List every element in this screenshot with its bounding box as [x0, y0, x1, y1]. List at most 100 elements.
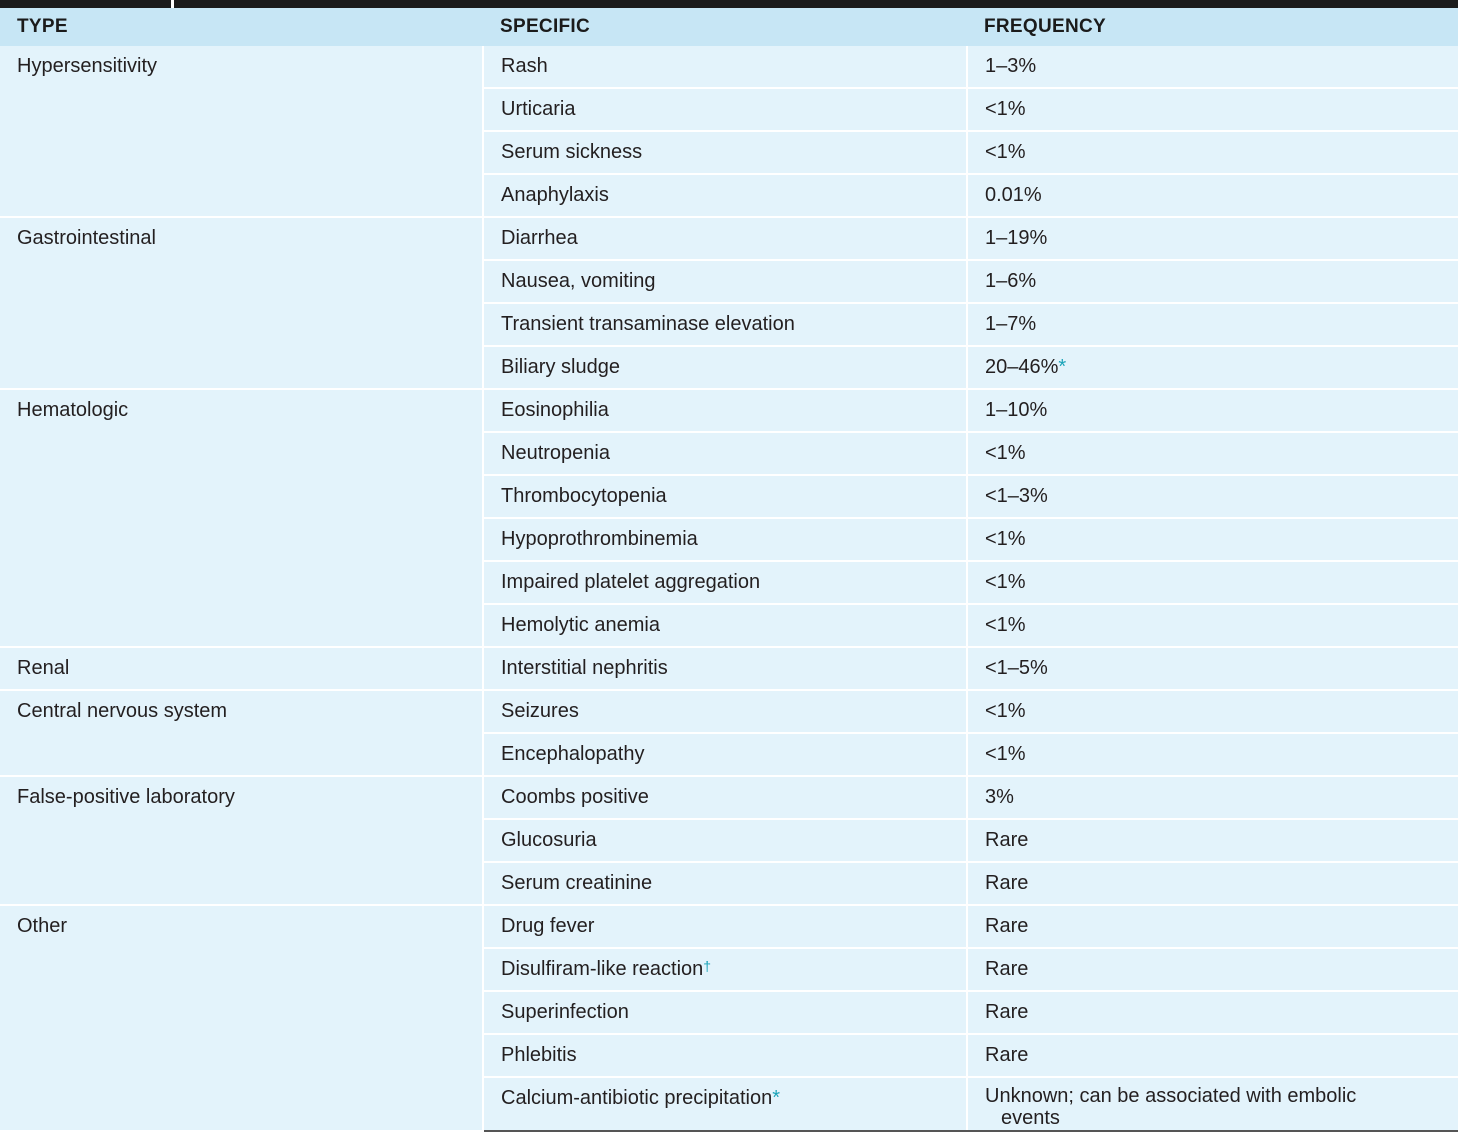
table-row: Other Drug fever Rare — [0, 905, 1458, 1132]
header-row: TYPE SPECIFIC FREQUENCY — [0, 8, 1458, 46]
table-row: Encephalopathy <1% — [0, 733, 1458, 777]
specific-text: Biliary sludge — [501, 356, 620, 378]
specific-text: Anaphylaxis — [501, 184, 609, 206]
frequency-continuation: events — [1001, 1107, 1060, 1129]
frequency-cell: <1% — [967, 733, 1458, 777]
frequency-cell: 1–19% — [967, 217, 1458, 261]
table-row: Phlebitis Rare — [0, 1034, 1458, 1078]
frequency-cell: 20–46%* — [967, 346, 1458, 390]
frequency-text: <1–5% — [985, 657, 1048, 679]
specific-text: Diarrhea — [501, 227, 578, 249]
frequency-cell: Rare — [967, 819, 1458, 863]
specific-cell: Serum creatinine — [483, 862, 968, 906]
specific-cell: Calcium-antibiotic precipitation* — [483, 1077, 968, 1132]
table-row: Hematologic Eosinophilia 1–10% — [0, 389, 1458, 648]
frequency-text: 0.01% — [985, 184, 1042, 206]
specific-cell: Diarrhea — [483, 217, 968, 261]
type-cell: Central nervous system — [0, 690, 484, 777]
frequency-cell: Rare — [967, 991, 1458, 1035]
frequency-cell: Rare — [967, 1034, 1458, 1078]
specific-text: Seizures — [501, 700, 579, 722]
table-row: Nausea, vomiting 1–6% — [0, 260, 1458, 304]
table-row: Thrombocytopenia <1–3% — [0, 475, 1458, 519]
frequency-text: 20–46% — [985, 356, 1059, 378]
table-row: Serum sickness <1% — [0, 131, 1458, 175]
type-cell: Renal — [0, 647, 484, 691]
frequency-text: <1% — [985, 528, 1026, 550]
frequency-text: <1% — [985, 743, 1026, 765]
specific-cell: Serum sickness — [483, 131, 968, 175]
frequency-cell: 1–7% — [967, 303, 1458, 347]
specific-text: Calcium-antibiotic precipitation — [501, 1087, 773, 1109]
specific-text: Hypoprothrombinemia — [501, 528, 698, 550]
frequency-text: Unknown; can be associated with embolic — [985, 1085, 1357, 1107]
specific-cell: Disulfiram-like reaction† — [483, 948, 968, 992]
specific-text: Eosinophilia — [501, 399, 609, 421]
frequency-text: Rare — [985, 915, 1029, 937]
frequency-text: <1% — [985, 700, 1026, 722]
specific-text: Rash — [501, 55, 548, 77]
frequency-cell: <1% — [967, 432, 1458, 476]
frequency-cell: <1% — [967, 690, 1458, 734]
specific-cell: Superinfection — [483, 991, 968, 1035]
table-row: Glucosuria Rare — [0, 819, 1458, 863]
specific-cell: Interstitial nephritis — [483, 647, 968, 691]
frequency-cell: 3% — [967, 776, 1458, 820]
specific-cell: Eosinophilia — [483, 389, 968, 433]
specific-text: Nausea, vomiting — [501, 270, 656, 292]
table-row: Gastrointestinal Diarrhea 1–19% — [0, 217, 1458, 390]
frequency-text: <1% — [985, 571, 1026, 593]
specific-cell: Hypoprothrombinemia — [483, 518, 968, 562]
specific-text: Hemolytic anemia — [501, 614, 660, 636]
frequency-text: 1–7% — [985, 313, 1037, 335]
frequency-cell: <1% — [967, 88, 1458, 132]
specific-cell: Impaired platelet aggregation — [483, 561, 968, 605]
adverse-reactions-table: TYPE SPECIFIC FREQUENCY Hypersensitivity… — [0, 8, 1458, 1132]
specific-text: Transient transaminase elevation — [501, 313, 795, 335]
specific-text: Thrombocytopenia — [501, 485, 667, 507]
table-row: Transient transaminase elevation 1–7% — [0, 303, 1458, 347]
specific-cell: Drug fever — [483, 905, 968, 949]
specific-text: Superinfection — [501, 1001, 629, 1023]
frequency-text: Rare — [985, 958, 1029, 980]
table-row: Serum creatinine Rare — [0, 862, 1458, 906]
frequency-cell: Rare — [967, 862, 1458, 906]
frequency-text: <1% — [985, 614, 1026, 636]
table-row: Impaired platelet aggregation <1% — [0, 561, 1458, 605]
table-row: Hypersensitivity Rash 1–3% — [0, 46, 1458, 218]
header-frequency: FREQUENCY — [967, 8, 1458, 46]
header-specific: SPECIFIC — [483, 8, 967, 46]
frequency-cell: <1% — [967, 604, 1458, 648]
frequency-text: <1–3% — [985, 485, 1048, 507]
header-type: TYPE — [0, 8, 483, 46]
frequency-text: 1–6% — [985, 270, 1037, 292]
specific-text: Impaired platelet aggregation — [501, 571, 761, 593]
specific-cell: Glucosuria — [483, 819, 968, 863]
table-row: Renal Interstitial nephritis <1–5% — [0, 647, 1458, 691]
frequency-cell: <1–5% — [967, 647, 1458, 691]
frequency-text: 1–19% — [985, 227, 1048, 249]
table-row: Hypoprothrombinemia <1% — [0, 518, 1458, 562]
specific-cell: Thrombocytopenia — [483, 475, 968, 519]
frequency-text: 3% — [985, 786, 1014, 808]
specific-text: Coombs positive — [501, 786, 649, 808]
specific-cell: Transient transaminase elevation — [483, 303, 968, 347]
table-row: Anaphylaxis 0.01% — [0, 174, 1458, 218]
frequency-cell: 0.01% — [967, 174, 1458, 218]
frequency-text: <1% — [985, 98, 1026, 120]
top-rule — [0, 0, 1458, 8]
frequency-text: Rare — [985, 872, 1029, 894]
specific-text: Urticaria — [501, 98, 576, 120]
frequency-cell: 1–6% — [967, 260, 1458, 304]
specific-text: Serum sickness — [501, 141, 643, 163]
specific-text: Encephalopathy — [501, 743, 645, 765]
frequency-cell: <1% — [967, 561, 1458, 605]
specific-text: Glucosuria — [501, 829, 597, 851]
specific-cell: Seizures — [483, 690, 968, 734]
specific-cell: Neutropenia — [483, 432, 968, 476]
type-cell: Hematologic — [0, 389, 484, 648]
table-row: Disulfiram-like reaction† Rare — [0, 948, 1458, 992]
frequency-cell: Rare — [967, 905, 1458, 949]
frequency-cell: <1% — [967, 131, 1458, 175]
table-row: Urticaria <1% — [0, 88, 1458, 132]
